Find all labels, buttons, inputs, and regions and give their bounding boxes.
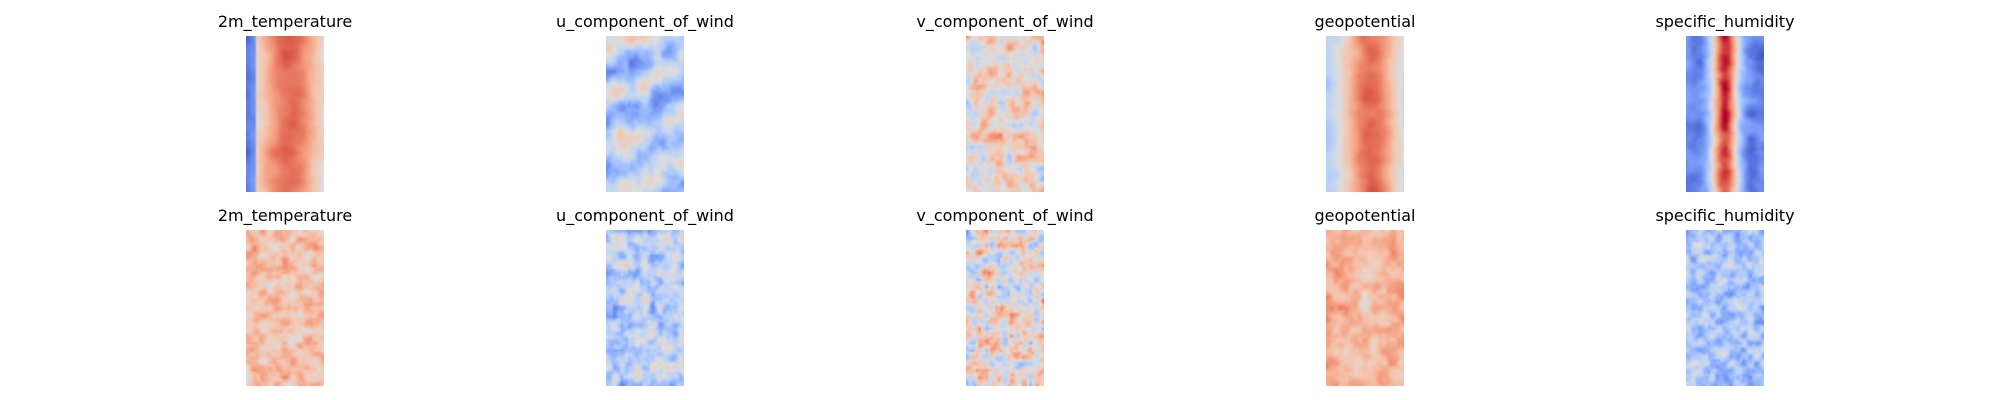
- heatmap-u-component-of-wind-top: [606, 36, 684, 192]
- panel-title: geopotential: [1314, 206, 1416, 225]
- heatmap-u-component-of-wind-bottom: [606, 230, 684, 386]
- heatmap-specific-humidity-top: [1686, 36, 1764, 192]
- panel-title: specific_humidity: [1655, 206, 1795, 225]
- panel-title: v_component_of_wind: [916, 206, 1094, 225]
- heatmap-geopotential-top: [1326, 36, 1404, 192]
- panel-v-component-of-wind-bottom: v_component_of_wind: [905, 204, 1105, 386]
- panel-2m-temperature-top: 2m_temperature: [185, 10, 385, 192]
- panel-title: v_component_of_wind: [916, 12, 1094, 31]
- panel-title: u_component_of_wind: [556, 206, 734, 225]
- panel-u-component-of-wind-bottom: u_component_of_wind: [545, 204, 745, 386]
- heatmap-specific-humidity-bottom: [1686, 230, 1764, 386]
- panel-title: u_component_of_wind: [556, 12, 734, 31]
- panel-title: specific_humidity: [1655, 12, 1795, 31]
- panel-u-component-of-wind-top: u_component_of_wind: [545, 10, 745, 192]
- heatmap-2m-temperature-top: [246, 36, 324, 192]
- heatmap-2m-temperature-bottom: [246, 230, 324, 386]
- panel-specific-humidity-bottom: specific_humidity: [1625, 204, 1825, 386]
- panel-specific-humidity-top: specific_humidity: [1625, 10, 1825, 192]
- heatmap-geopotential-bottom: [1326, 230, 1404, 386]
- panel-title: geopotential: [1314, 12, 1416, 31]
- panel-geopotential-bottom: geopotential: [1265, 204, 1465, 386]
- panel-geopotential-top: geopotential: [1265, 10, 1465, 192]
- panel-title: 2m_temperature: [217, 206, 353, 225]
- heatmap-v-component-of-wind-top: [966, 36, 1044, 192]
- panel-title: 2m_temperature: [217, 12, 353, 31]
- panel-2m-temperature-bottom: 2m_temperature: [185, 204, 385, 386]
- heatmap-v-component-of-wind-bottom: [966, 230, 1044, 386]
- panel-v-component-of-wind-top: v_component_of_wind: [905, 10, 1105, 192]
